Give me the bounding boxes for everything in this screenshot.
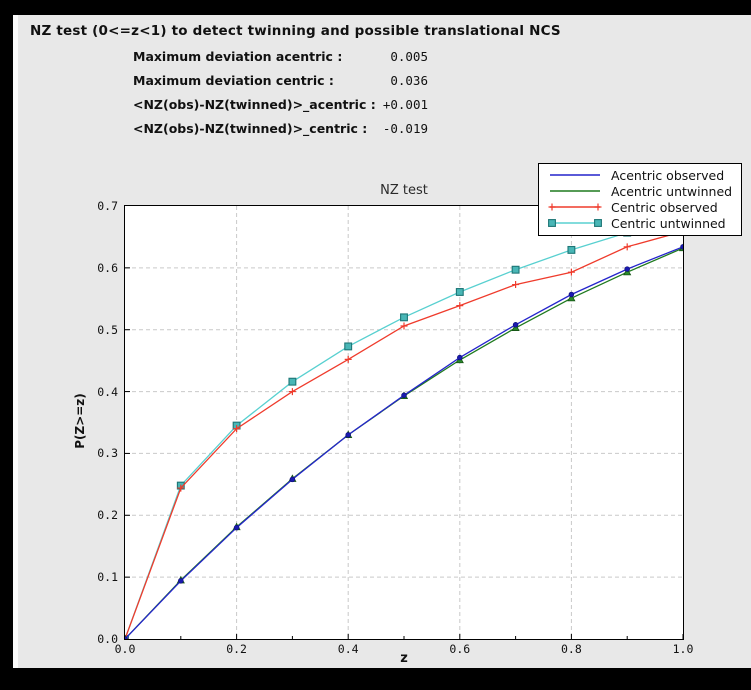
y-tick-label: 0.0	[97, 632, 118, 646]
stat-label: <NZ(obs)-NZ(twinned)>_acentric :	[133, 97, 376, 112]
marker-circle	[125, 636, 128, 639]
y-tick-label: 0.3	[97, 446, 118, 461]
marker-plus	[456, 302, 464, 310]
x-tick-label: 0.2	[226, 642, 247, 656]
legend-label: Acentric observed	[611, 167, 725, 183]
marker-circle	[345, 432, 351, 438]
y-tick-label: 0.6	[97, 260, 118, 275]
marker-circle	[233, 524, 240, 531]
marker-plus	[623, 243, 631, 251]
stat-value: -0.019	[382, 121, 428, 136]
plot-area	[124, 205, 684, 640]
stat-value: +0.001	[382, 97, 428, 112]
marker-triangle	[567, 293, 576, 302]
marker-square	[344, 342, 353, 351]
marker-circle	[624, 266, 630, 272]
marker-circle	[401, 392, 407, 399]
marker-plus	[400, 322, 408, 330]
legend-item-centric-observed: Centric observed	[539, 199, 741, 215]
y-tick-label: 0.5	[97, 322, 118, 337]
marker-plus	[512, 281, 520, 289]
stat-label: Maximum deviation centric :	[133, 73, 334, 88]
marker-circle	[289, 476, 296, 483]
marker-circle	[680, 244, 683, 250]
marker-square	[511, 265, 520, 274]
series-line-centric-untwinned	[125, 215, 683, 639]
x-axis-label: z	[400, 651, 408, 666]
legend-label: Centric observed	[611, 199, 718, 215]
marker-plus	[548, 203, 556, 211]
marker-circle	[457, 354, 463, 361]
marker-plus	[233, 425, 241, 433]
legend-label: Acentric untwinned	[611, 183, 733, 199]
legend-sample-line	[548, 203, 602, 211]
y-tick-label: 0.4	[97, 384, 118, 399]
page-title: NZ test (0<=z<1) to detect twinning and …	[30, 23, 561, 39]
series-line-acentric-untwinned	[125, 247, 683, 639]
marker-square	[288, 377, 297, 386]
x-tick-label: 0.0	[114, 642, 136, 656]
legend-sample-line	[550, 174, 600, 176]
marker-square	[455, 288, 464, 296]
stat-value: 0.036	[390, 73, 428, 88]
series-line-centric-observed	[125, 230, 683, 639]
marker-plus	[344, 355, 352, 363]
stat-label: <NZ(obs)-NZ(twinned)>_centric :	[133, 121, 368, 136]
x-tick-label: 0.4	[337, 642, 359, 656]
legend-item-acentric-observed: Acentric observed	[539, 167, 741, 183]
x-tick-label: 0.6	[449, 642, 471, 656]
y-tick-label: 0.2	[97, 508, 118, 523]
marker-square	[594, 219, 602, 227]
nz-plot-svg	[125, 206, 683, 639]
legend-item-acentric-untwinned: Acentric untwinned	[539, 183, 741, 199]
marker-circle	[568, 291, 575, 298]
marker-plus	[288, 388, 296, 396]
chart-title: NZ test	[380, 183, 428, 198]
marker-plus	[594, 203, 602, 211]
marker-plus	[567, 268, 575, 276]
legend-sample-line	[550, 190, 600, 192]
nz-test-window: NZ test (0<=z<1) to detect twinning and …	[13, 15, 751, 668]
marker-square	[567, 245, 576, 254]
legend-label: Centric untwinned	[611, 215, 726, 231]
marker-plus	[177, 484, 185, 492]
legend: Acentric observed Acentric untwinned Centr…	[538, 163, 742, 236]
y-tick-label: 0.1	[97, 570, 118, 585]
legend-item-centric-untwinned: Centric untwinned	[539, 215, 741, 231]
y-tick-label: 0.7	[97, 199, 118, 213]
series-line-acentric-observed	[125, 246, 683, 639]
marker-circle	[178, 578, 184, 584]
x-tick-label: 0.8	[561, 642, 582, 656]
stat-value: 0.005	[390, 49, 428, 64]
x-tick-label: 1.0	[672, 642, 694, 656]
marker-square	[400, 313, 408, 322]
stat-label: Maximum deviation acentric :	[133, 49, 343, 64]
marker-square	[548, 219, 556, 227]
marker-circle	[512, 322, 519, 328]
legend-sample-line	[548, 219, 602, 227]
y-axis-label: P(Z>=z)	[73, 393, 87, 449]
